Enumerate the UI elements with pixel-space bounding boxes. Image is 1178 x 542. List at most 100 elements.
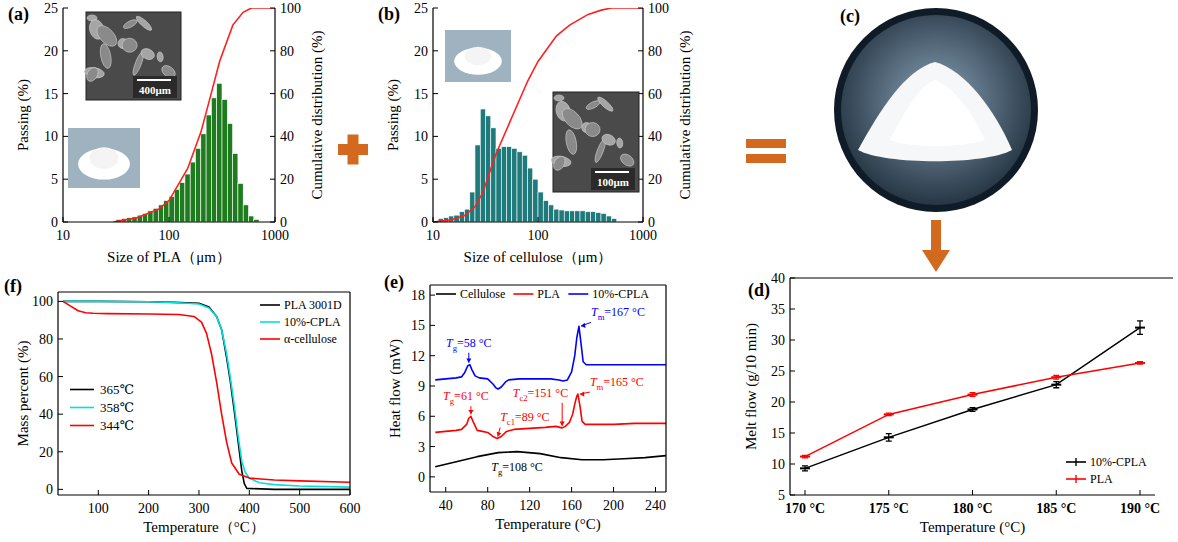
bar [522,155,527,222]
sem-particle [616,138,623,149]
tick-label: 40 [648,129,662,144]
frame [58,291,350,292]
legend-marker [1075,475,1076,483]
annotation-subscript: c2 [519,393,527,403]
panel-letter: (e) [384,272,404,293]
bar [575,211,580,222]
series-line [805,363,1140,457]
tick [299,490,300,495]
axis-title: Temperature（°C） [143,519,265,535]
photo-inset [445,30,511,82]
arrow [931,220,941,252]
tick [430,385,435,386]
tick [643,217,644,222]
annotation-value: =58 °C [457,336,492,350]
sem-image [553,92,639,192]
annotation: Tc2=151 °C [513,386,568,403]
panel-letter: (c) [840,6,860,27]
bar [174,189,179,222]
tick-label: 15 [44,87,58,102]
bar [533,179,538,222]
tick [433,93,438,94]
panel-letter: (d) [748,280,770,301]
bar [590,212,595,222]
bar [238,183,243,222]
tick [169,217,170,222]
bar [559,210,564,222]
tick-label: 3 [418,440,425,455]
tick-label: 15 [414,87,428,102]
sem-particle [618,152,636,169]
tick-label: 170 °C [785,501,825,516]
series-line [63,301,350,487]
tick-label: 200 [603,498,624,513]
tick [888,490,889,495]
tick [63,50,68,51]
tick [270,136,275,137]
annotation-arrowhead [466,358,471,362]
tick-label: 25 [414,1,428,16]
tick [270,179,275,180]
tick-label: 15 [771,426,785,441]
marker [968,408,978,410]
tick-label: 160 [561,498,582,513]
axis-line [432,8,433,222]
bar [206,115,211,222]
tick [790,433,795,434]
tick [638,8,643,9]
bar [512,148,517,222]
legend-swatch [260,338,280,340]
sem-particle [93,22,120,50]
tick [430,355,435,356]
tick [790,309,795,310]
tick [63,93,68,94]
tick [63,136,68,137]
bar [243,205,248,222]
frame [430,284,666,285]
tick [58,301,63,302]
bar [480,109,485,222]
tick [63,179,68,180]
marker [1051,384,1061,386]
tick-label: 18 [411,288,425,303]
tick-label: 1000 [261,228,289,243]
tick-label: 15 [411,318,425,333]
legend-swatch [436,293,456,295]
tick [430,416,435,417]
legend-swatch [568,293,588,295]
axis-title: Temperature (°C) [495,516,600,533]
scale-bar-ground [133,76,177,98]
bar [596,213,601,222]
bar [601,213,606,222]
cumulative-line [433,8,643,222]
plot-area [800,321,1145,471]
axis-title: Size of PLA（μm） [107,249,231,265]
annotation: Tg=61 °C [443,389,489,406]
sem-particle [122,18,138,30]
tick [529,487,530,492]
tick-label: 25 [44,1,58,16]
tick [275,217,276,222]
tick [571,487,572,492]
axis-line [789,278,790,495]
scale-bar-ground [591,168,635,190]
annotation: Tm=165 °C [590,375,644,392]
legend-swatch [513,293,533,295]
tick [58,338,63,339]
tick [430,446,435,447]
sem-particle [559,105,586,133]
axis-line [642,8,643,222]
tick [790,402,795,403]
annotation-arrowhead [468,410,473,414]
tick-label: 35 [771,302,785,317]
sem-particle [554,95,564,101]
bar [227,124,232,222]
axis-title: Cumulative distribution (%) [677,30,694,199]
tick-label: 10 [771,457,785,472]
tick-label: 40 [439,498,453,513]
bar [195,148,200,222]
axis-line [57,292,58,495]
annotation-subscript: c1 [507,417,515,427]
axis-title: Melt flow (g/10 min) [743,323,760,450]
annotation: Tm=167 °C [591,305,645,322]
